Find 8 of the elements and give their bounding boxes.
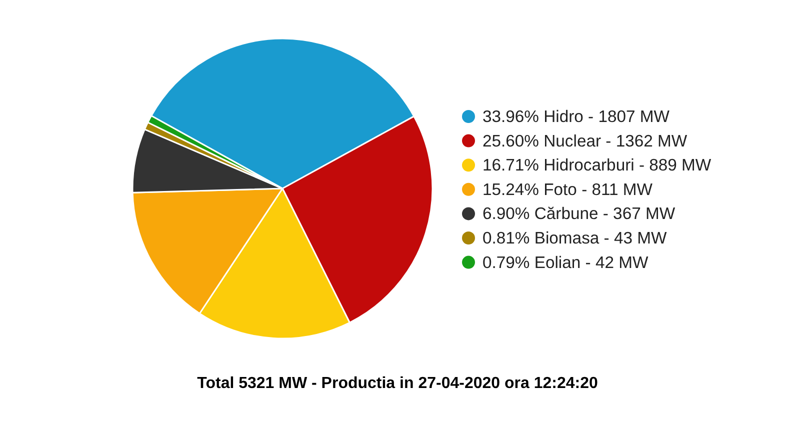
legend-label: 0.81% Biomasa - 43 MW (482, 228, 667, 248)
text: Total 5321 MW - Productia in 27-04-2020 ora 12:24:20 (197, 375, 598, 392)
legend-label: 15.24% Foto - 811 MW (482, 180, 653, 199)
legend-label: 33.96% Hidro - 1807 MW (482, 107, 670, 126)
legend-label: 0.79% Eolian - 42 MW (482, 252, 648, 272)
legend-label: 16.71% Hidrocarburi - 889 MW (482, 156, 712, 175)
legend-label: 6.90% Cărbune - 367 MW (482, 204, 676, 224)
legend-label: 25.60% Nuclear - 1362 MW (482, 131, 688, 150)
